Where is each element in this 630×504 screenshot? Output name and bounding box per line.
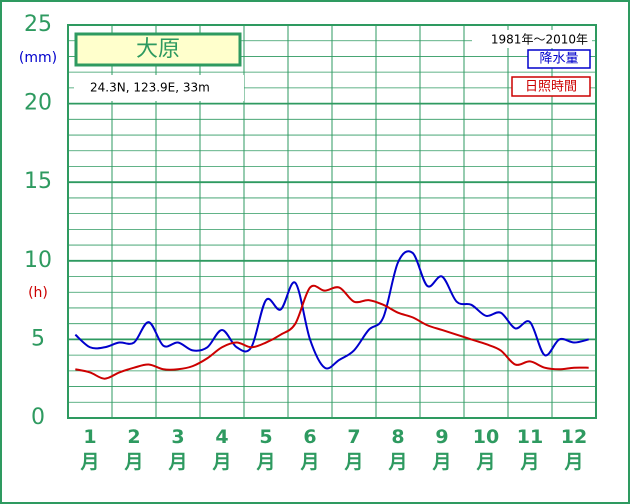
month-suffix: 月 <box>299 451 319 473</box>
month-number: 2 <box>127 426 140 448</box>
series-line <box>75 284 589 380</box>
y-unit: (h) <box>28 285 48 301</box>
month-suffix: 月 <box>79 451 99 473</box>
month-number: 3 <box>171 426 184 448</box>
x-tick-label: 12 月 <box>561 426 587 473</box>
legend-label: 日照時間 <box>525 80 577 95</box>
y-tick-label: 10 <box>24 248 52 273</box>
month-number: 6 <box>303 426 316 448</box>
x-tick-label: 10 月 <box>473 426 499 473</box>
month-number: 9 <box>435 426 448 448</box>
month-suffix: 月 <box>475 451 495 473</box>
y-tick-label: 5 <box>31 326 45 351</box>
chart-title: 大原 <box>136 37 180 62</box>
legend-box <box>527 49 591 69</box>
y-tick-label: 0 <box>31 405 45 430</box>
month-number: 7 <box>347 426 360 448</box>
y-tick-label: 25 <box>24 12 52 37</box>
month-suffix: 月 <box>519 451 539 473</box>
month-suffix: 月 <box>167 451 187 473</box>
month-number: 4 <box>215 426 228 448</box>
month-suffix: 月 <box>343 451 363 473</box>
y-unit: (mm) <box>19 50 57 66</box>
month-number: 8 <box>391 426 404 448</box>
period-bg <box>472 30 592 48</box>
month-suffix: 月 <box>211 451 231 473</box>
title-box <box>74 32 242 67</box>
x-tick-label: 11 月 <box>517 426 543 473</box>
month-suffix: 月 <box>563 451 583 473</box>
plot-border <box>67 24 597 419</box>
subtitle-bg <box>74 75 244 101</box>
month-number: 10 <box>473 426 499 448</box>
month-number: 1 <box>83 426 96 448</box>
month-suffix: 月 <box>123 451 143 473</box>
month-suffix: 月 <box>431 451 451 473</box>
period: 1981年～2010年 <box>491 33 588 47</box>
month-number: 12 <box>561 426 587 448</box>
subtitle: 24.3N, 123.9E, 33m <box>90 81 210 95</box>
series-line <box>74 250 589 370</box>
legend-box <box>511 76 591 97</box>
y-tick-label: 20 <box>24 91 52 116</box>
legend-label: 降水量 <box>539 52 578 67</box>
month-number: 5 <box>259 426 272 448</box>
month-suffix: 月 <box>387 451 407 473</box>
month-suffix: 月 <box>255 451 275 473</box>
month-number: 11 <box>517 426 543 448</box>
y-tick-label: 15 <box>24 169 52 194</box>
